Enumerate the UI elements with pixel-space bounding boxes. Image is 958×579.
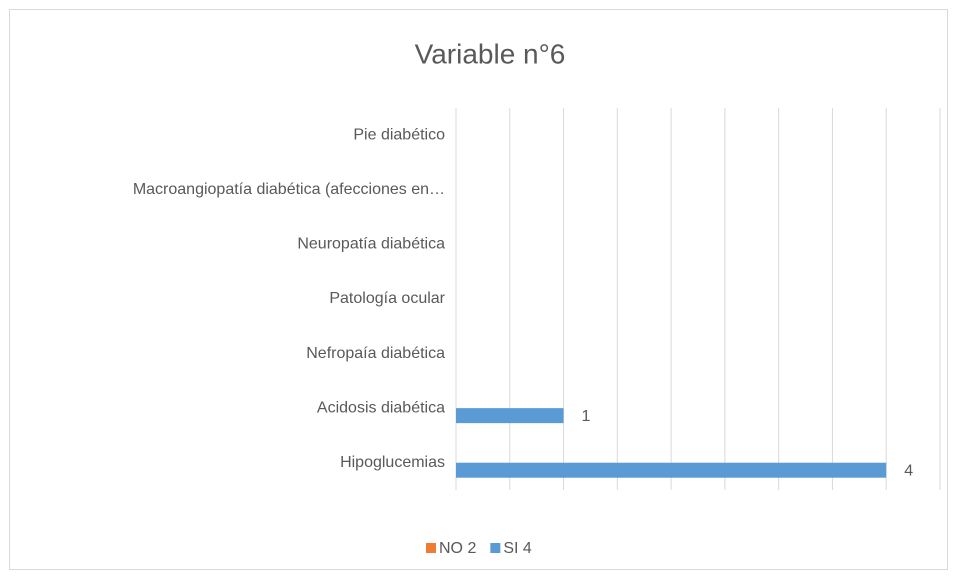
legend-swatch <box>426 543 436 553</box>
bar <box>456 408 564 424</box>
legend-swatch <box>490 543 501 553</box>
legend-label: SI 4 <box>503 540 532 557</box>
y-tick-label: Pie diabético <box>353 127 445 144</box>
y-tick-label: Hipoglucemias <box>340 454 445 471</box>
bar <box>456 462 887 478</box>
chart-title: Variable n°6 <box>415 38 566 69</box>
y-tick-label: Nefropaía diabética <box>306 345 445 362</box>
y-tick-label: Neuropatía diabética <box>297 236 445 253</box>
data-label: 1 <box>582 408 591 425</box>
y-tick-label: Acidosis diabética <box>317 399 445 416</box>
legend-label: NO 2 <box>439 540 476 557</box>
y-tick-label: Macroangiopatía diabética (afecciones en… <box>133 181 445 198</box>
y-tick-label: Patología ocular <box>329 290 445 307</box>
data-label: 4 <box>904 462 913 479</box>
chart-border <box>9 9 948 570</box>
